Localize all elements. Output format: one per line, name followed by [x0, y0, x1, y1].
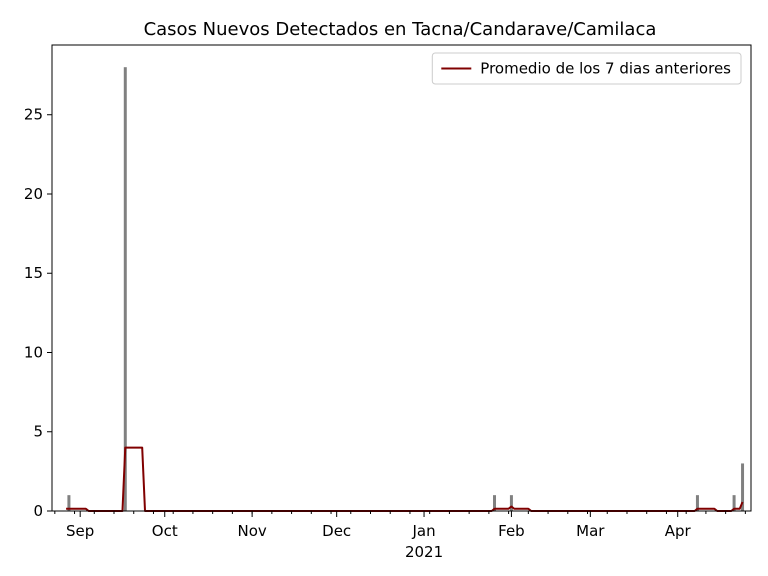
bar-1	[123, 67, 127, 511]
chart-title: Casos Nuevos Detectados en Tacna/Candara…	[144, 19, 657, 40]
y-tick-label-0: 0	[33, 502, 43, 520]
x-tick-label-2: Nov	[237, 522, 266, 540]
y-tick-label-4: 20	[24, 185, 43, 203]
x-tick-label-4: Jan	[411, 522, 435, 540]
x-axis: Sep Oct Nov Dec Jan Feb Mar Apr 2021	[54, 511, 746, 561]
legend-label-moving-average: Promedio de los 7 dias anteriores	[480, 60, 731, 78]
y-tick-label-2: 10	[24, 343, 43, 361]
bar-0	[67, 495, 71, 511]
y-tick-label-5: 25	[24, 106, 43, 124]
x-tick-label-3: Dec	[322, 522, 351, 540]
y-axis: 0 5 10 15 20 25	[24, 106, 52, 520]
y-tick-label-1: 5	[33, 423, 43, 441]
x-tick-label-1: Oct	[152, 522, 178, 540]
bars-layer	[67, 67, 745, 511]
legend-box	[431, 52, 742, 85]
x-tick-label-7: Apr	[665, 522, 692, 540]
plot-frame	[51, 44, 752, 512]
x-tick-label-5: Feb	[498, 522, 525, 540]
bar-5	[732, 495, 736, 511]
bar-3	[509, 495, 513, 511]
bar-6	[741, 463, 745, 511]
x-tick-label-6: Mar	[576, 522, 605, 540]
legend: Promedio de los 7 dias anteriores	[431, 52, 742, 85]
bar-2	[493, 495, 497, 511]
y-tick-label-3: 15	[24, 264, 43, 282]
moving-average-layer	[66, 446, 744, 512]
moving-average-line	[66, 446, 744, 512]
x-tick-label-0: Sep	[66, 522, 94, 540]
x-year-label: 2021	[405, 543, 443, 561]
bar-4	[695, 495, 699, 511]
